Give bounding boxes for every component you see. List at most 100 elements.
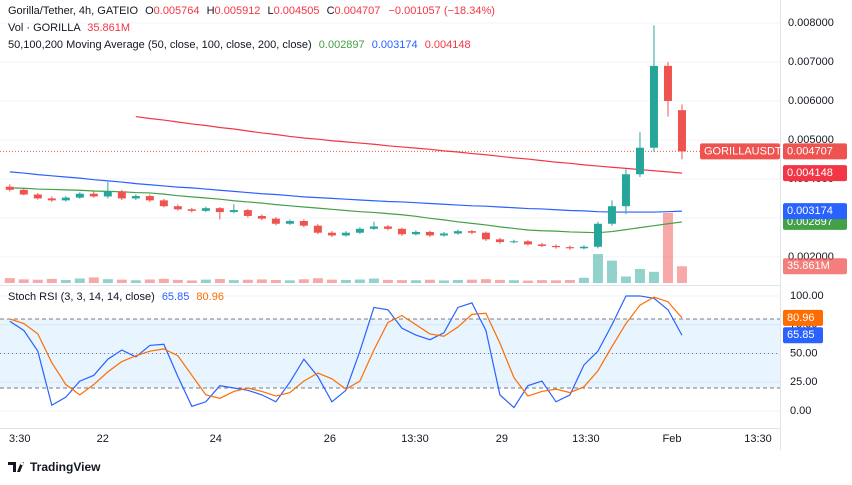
volume-bar <box>74 278 85 283</box>
candle-body <box>257 215 266 219</box>
candle-body <box>537 244 546 246</box>
volume-bar <box>60 279 71 283</box>
candle-body <box>579 246 588 249</box>
ma-value: 0.002897 <box>319 39 365 51</box>
candle-body <box>243 210 252 216</box>
candle-body <box>593 223 602 247</box>
brand-icon <box>8 462 24 472</box>
y-tick-label: 25.00 <box>790 376 818 388</box>
volume-bar <box>662 213 673 283</box>
volume-bar <box>172 279 183 283</box>
ma-tag-bg <box>783 165 847 182</box>
candle-body <box>103 191 112 197</box>
stoch-line <box>9 295 683 409</box>
brand-name: TradingView <box>30 460 101 474</box>
candle-body <box>607 206 616 224</box>
volume-bar <box>424 279 435 283</box>
candle-body <box>397 228 406 235</box>
stoch-d-value: 80.96 <box>196 291 224 303</box>
candle-body <box>299 221 308 226</box>
candle-body <box>271 218 280 224</box>
candle-body <box>565 247 574 249</box>
stoch-k-value: 65.85 <box>162 291 190 303</box>
x-tick-label: 24 <box>210 433 222 445</box>
volume-bar <box>620 276 631 283</box>
volume-bar <box>312 278 323 283</box>
ohlc-value: 0.005912 <box>215 5 261 17</box>
volume-bar <box>256 279 267 283</box>
volume-bar <box>634 269 645 283</box>
candle-body <box>649 65 658 148</box>
stoch-tag-bg <box>783 309 823 326</box>
candle-body <box>201 208 210 211</box>
volume-bar <box>130 280 141 283</box>
volume-bar <box>480 279 491 283</box>
y-tick-label: 0.008000 <box>788 17 834 29</box>
candle-body <box>495 239 504 243</box>
ohlc-key: L <box>268 5 274 17</box>
header-line: Gorilla/Tether, 4h, GATEIO O0.005764 H0.… <box>8 5 495 17</box>
volume-bar <box>354 279 365 283</box>
candle-body <box>131 196 140 199</box>
volume-bar <box>228 280 239 283</box>
stoch-legend: Stoch RSI (3, 3, 14, 14, close) 65.85 80… <box>8 291 224 303</box>
volume-bar <box>186 280 197 283</box>
y-tick-label: 0.007000 <box>788 56 834 68</box>
candle-body <box>117 191 126 199</box>
candle-body <box>621 174 630 207</box>
ma-tag: 0.003174 <box>787 205 833 217</box>
candle-body <box>355 228 364 233</box>
ohlc-key: O <box>145 5 154 17</box>
candle-body <box>159 200 168 207</box>
candle-body <box>75 193 84 198</box>
candle-body <box>467 231 476 233</box>
last-price-tag: 0.004707 <box>787 145 833 157</box>
volume-bar <box>592 254 603 283</box>
symbol-tag: GORILLAUSDT <box>704 145 782 157</box>
ohlc-value: 0.004505 <box>274 5 320 17</box>
candle-body <box>677 110 686 152</box>
moving-average-line <box>135 115 683 174</box>
candle-body <box>47 198 56 201</box>
volume-bar <box>270 279 281 283</box>
volume-bar <box>116 279 127 283</box>
label-layer: Gorilla/Tether, 4h, GATEIO O0.005764 H0.… <box>8 5 834 474</box>
volume-bar <box>508 280 519 283</box>
stoch-tag: 80.96 <box>787 312 815 324</box>
ohlc-key: H <box>207 5 215 17</box>
volume-value: 35.861M <box>87 22 130 34</box>
candle-body <box>425 231 434 236</box>
volume-bar <box>382 279 393 283</box>
volume-bar <box>242 279 253 283</box>
x-tick-label: 3:30 <box>9 433 30 445</box>
candle-body <box>229 210 238 213</box>
y-tick-label: 0.005000 <box>788 134 834 146</box>
candle-body <box>187 209 196 211</box>
ohlc-value: 0.005764 <box>154 5 200 17</box>
candle-body <box>383 226 392 229</box>
candle-body <box>551 245 560 248</box>
candle-body <box>19 189 28 195</box>
candle-body <box>439 233 448 236</box>
candle-body <box>453 231 462 234</box>
candle-body <box>341 232 350 236</box>
volume-bar <box>368 278 379 283</box>
volume-bar <box>4 278 15 283</box>
candle-body <box>369 226 378 229</box>
x-tick-label: 13:30 <box>401 433 429 445</box>
moving-average-line <box>9 171 682 213</box>
volume-bar <box>32 279 43 283</box>
volume-bar <box>340 279 351 283</box>
candle-body <box>285 221 294 224</box>
candle-body <box>215 208 224 213</box>
candle-body <box>663 65 672 101</box>
candle-body <box>509 241 518 243</box>
volume-bar <box>200 279 211 283</box>
volume-bar <box>578 277 589 283</box>
volume-bar <box>452 279 463 283</box>
last-price-tag-bg <box>783 143 847 160</box>
x-tick-label: 29 <box>496 433 508 445</box>
stoch-tag-bg <box>783 327 823 344</box>
candle-body <box>481 232 490 240</box>
